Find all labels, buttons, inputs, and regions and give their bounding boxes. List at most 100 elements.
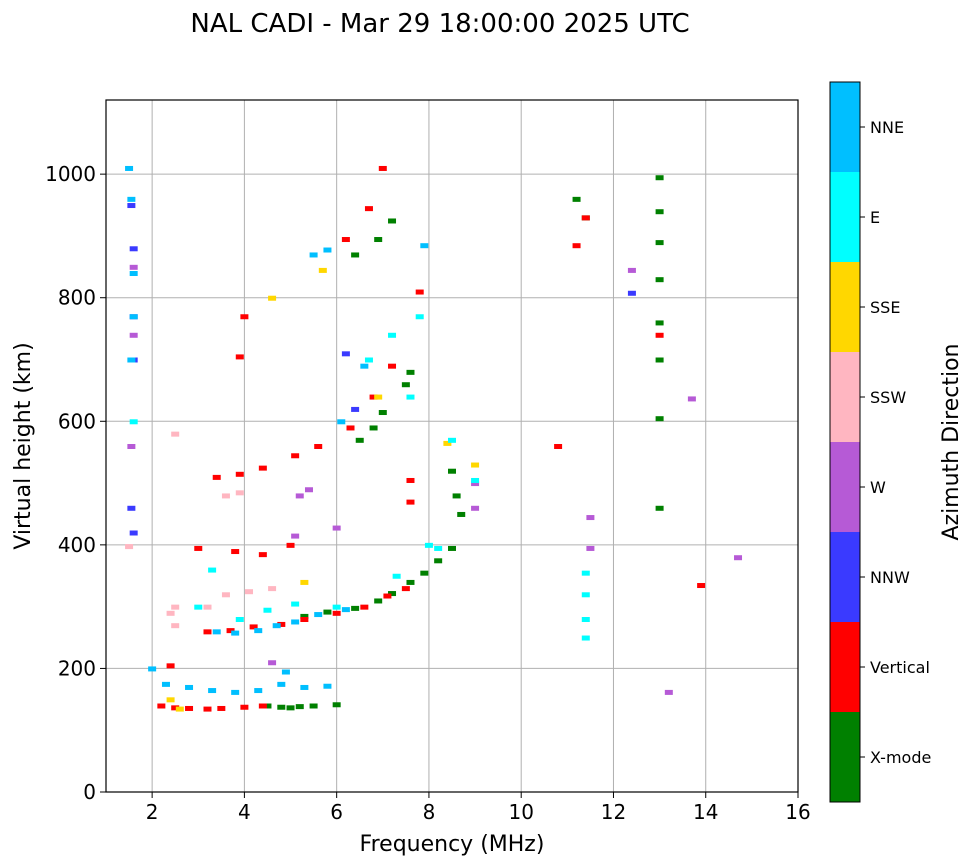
data-point — [581, 592, 590, 598]
data-point — [231, 630, 240, 636]
x-axis-label: Frequency (MHz) — [360, 832, 545, 857]
y-tick-label: 0 — [83, 780, 96, 804]
data-point — [572, 196, 581, 202]
data-point — [388, 591, 397, 597]
data-point — [388, 218, 397, 224]
data-point — [448, 545, 456, 551]
data-point — [231, 549, 240, 555]
data-point — [127, 505, 136, 511]
data-point — [401, 382, 410, 388]
data-point — [268, 660, 277, 666]
data-point — [415, 314, 424, 320]
data-point — [332, 610, 341, 616]
data-point — [254, 688, 263, 694]
data-point — [125, 165, 134, 171]
series-nne — [125, 165, 429, 695]
x-tick-label: 12 — [601, 800, 626, 824]
data-point — [341, 237, 350, 243]
data-point — [323, 247, 332, 253]
data-point — [420, 570, 429, 576]
y-axis-ticks: 0 200 400 600 800 1000 — [45, 162, 106, 804]
colorbar-segment — [830, 262, 860, 352]
data-point — [171, 431, 180, 437]
y-tick-label: 1000 — [45, 162, 96, 186]
colorbar-tick-label: Vertical — [870, 658, 930, 677]
data-point — [406, 394, 415, 400]
data-point — [263, 607, 272, 613]
data-point — [254, 628, 263, 634]
data-point — [291, 453, 300, 459]
data-point — [627, 267, 636, 273]
data-point — [388, 332, 397, 338]
x-tick-label: 2 — [146, 800, 159, 824]
x-tick-label: 6 — [330, 800, 343, 824]
data-point — [161, 681, 170, 687]
data-point — [245, 589, 254, 595]
data-point — [406, 477, 415, 483]
data-points — [125, 165, 743, 712]
data-point — [221, 493, 230, 499]
data-point — [226, 628, 235, 634]
data-point — [258, 703, 267, 709]
data-point — [171, 705, 180, 711]
y-axis-label: Virtual height (km) — [11, 342, 36, 549]
data-point — [697, 583, 706, 589]
data-point — [457, 511, 466, 517]
data-point — [129, 419, 138, 425]
data-point — [166, 610, 175, 616]
series-sse — [166, 267, 480, 712]
data-point — [360, 604, 369, 610]
data-point — [383, 593, 392, 599]
data-point — [258, 552, 267, 558]
colorbar-tick-label: NNW — [870, 568, 910, 587]
data-point — [406, 499, 415, 505]
data-point — [369, 425, 378, 431]
data-point — [323, 683, 332, 689]
data-point — [291, 619, 300, 625]
data-point — [194, 545, 203, 551]
colorbar-tick-label: E — [870, 208, 880, 227]
x-tick-label: 8 — [423, 800, 436, 824]
data-point — [300, 617, 309, 622]
data-point — [655, 209, 664, 215]
y-tick-label: 800 — [58, 286, 96, 310]
data-point — [263, 703, 272, 709]
data-point — [346, 425, 355, 431]
data-point — [471, 477, 480, 483]
data-point — [221, 592, 230, 598]
data-point — [655, 320, 664, 326]
data-point — [127, 357, 136, 363]
data-point — [406, 369, 415, 375]
data-point — [406, 579, 415, 585]
data-point — [268, 295, 277, 301]
y-tick-label: 600 — [58, 409, 96, 433]
data-point — [332, 604, 341, 610]
data-point — [212, 629, 221, 635]
y-tick-label: 200 — [58, 656, 96, 680]
series-vertical — [157, 165, 706, 712]
data-point — [420, 243, 429, 249]
data-point — [277, 621, 286, 627]
data-point — [364, 357, 373, 363]
data-point — [185, 705, 194, 711]
data-point — [332, 702, 341, 708]
data-point — [655, 357, 664, 363]
colorbar-frame — [829, 81, 861, 803]
data-point — [655, 505, 664, 511]
colorbar-segment — [830, 532, 860, 622]
data-point — [388, 363, 397, 369]
colorbar-segment — [830, 352, 860, 442]
data-point — [586, 515, 595, 521]
data-point — [314, 612, 323, 618]
data-point — [655, 240, 664, 246]
data-point — [217, 705, 226, 711]
data-point — [360, 363, 369, 369]
data-point — [337, 419, 346, 425]
data-point — [341, 607, 350, 613]
data-point — [240, 704, 249, 710]
data-point — [434, 545, 443, 551]
data-point — [655, 416, 664, 422]
x-tick-label: 14 — [693, 800, 718, 824]
colorbar-segment — [830, 82, 860, 172]
data-point — [300, 613, 309, 619]
